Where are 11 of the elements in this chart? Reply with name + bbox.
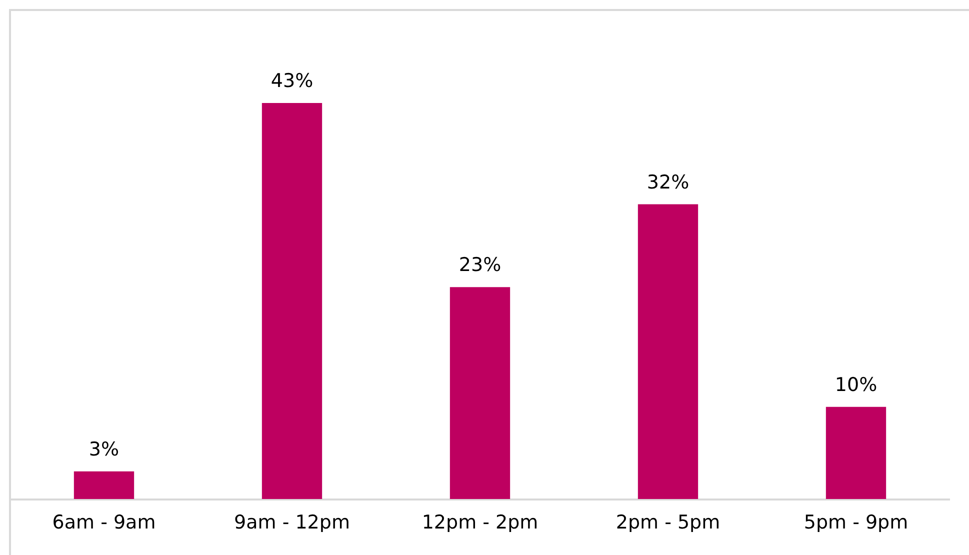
data-label: 23% [458,254,502,276]
bar [826,406,886,499]
x-tick-label: 6am - 9am [52,512,156,534]
bar [450,287,510,499]
data-label: 10% [834,374,878,396]
bar [262,103,322,499]
bar [74,471,134,499]
data-label: 32% [646,171,690,194]
data-label: 3% [88,438,120,460]
bar [638,204,698,499]
data-label: 43% [270,70,314,92]
